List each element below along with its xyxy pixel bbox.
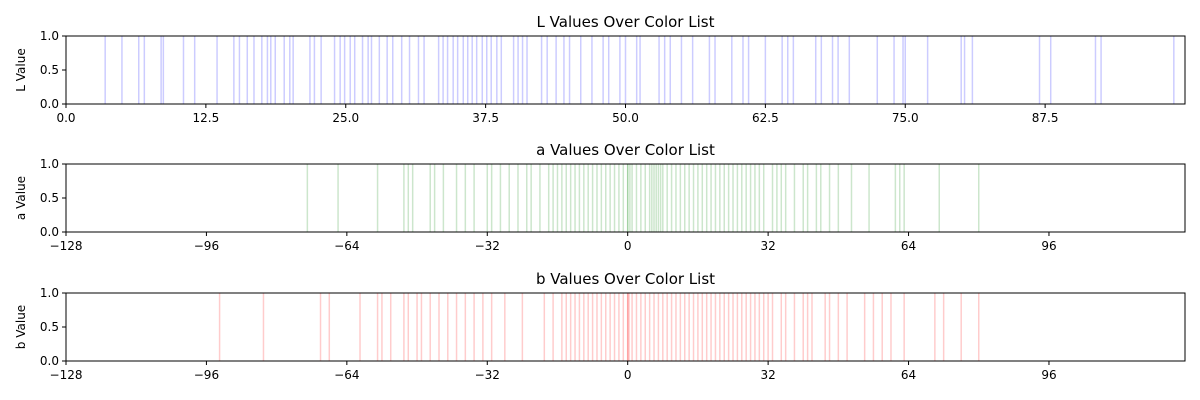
x-ticks: 0.0 12.5 25.0 37.5 50.0 62.5 75.0 87.5 [56, 104, 1058, 125]
x-tick-label: −32 [475, 368, 500, 382]
panel-a-values: a Values Over Color List a Value 0.0 0.5 1… [14, 141, 1186, 253]
y-axis-label: b Value [14, 305, 28, 349]
y-tick-label: 1.0 [40, 157, 59, 171]
x-tick-label: −64 [334, 368, 359, 382]
y-tick-label: 0.5 [40, 63, 59, 77]
x-tick-label: 75.0 [892, 111, 919, 125]
x-tick-label: 0.0 [56, 111, 75, 125]
x-tick-label: 0 [624, 239, 632, 253]
plot-frame [65, 163, 1186, 233]
x-tick-label: −128 [50, 368, 83, 382]
y-tick-label: 0.0 [40, 354, 59, 368]
panel-b-values: b Values Over Color List b Value 0.0 0.5 1… [14, 270, 1186, 382]
x-tick-label: 50.0 [612, 111, 639, 125]
chart-title: a Values Over Color List [536, 141, 715, 159]
x-tick-label: 37.5 [472, 111, 499, 125]
plot-frame [65, 292, 1186, 362]
plot-frame [65, 35, 1186, 105]
y-tick-label: 0.0 [40, 225, 59, 239]
chart-title: b Values Over Color List [536, 270, 715, 288]
x-tick-label: 96 [1041, 368, 1056, 382]
x-tick-label: −96 [194, 368, 219, 382]
rug-marks [306, 164, 980, 232]
x-tick-label: 32 [760, 368, 775, 382]
x-tick-label: 32 [760, 239, 775, 253]
x-ticks: −128 −96 −64 −32 0 32 64 96 [50, 232, 1057, 253]
x-tick-label: 12.5 [193, 111, 220, 125]
x-tick-label: −64 [334, 239, 359, 253]
panel-l-values: L Values Over Color List L Value 0.0 0.5 1… [14, 13, 1186, 125]
x-tick-label: 64 [901, 239, 916, 253]
rug-marks [104, 36, 1175, 104]
y-tick-label: 1.0 [40, 29, 59, 43]
y-tick-label: 0.5 [40, 320, 59, 334]
y-ticks: 0.0 0.5 1.0 [40, 286, 66, 368]
x-ticks: −128 −96 −64 −32 0 32 64 96 [50, 361, 1057, 382]
chart-title: L Values Over Color List [537, 13, 715, 31]
y-axis-label: a Value [14, 176, 28, 220]
y-tick-label: 0.5 [40, 191, 59, 205]
y-axis-label: L Value [14, 48, 28, 91]
x-tick-label: 25.0 [332, 111, 359, 125]
y-ticks: 0.0 0.5 1.0 [40, 157, 66, 239]
x-tick-label: 62.5 [752, 111, 779, 125]
y-tick-label: 1.0 [40, 286, 59, 300]
x-tick-label: 0 [624, 368, 632, 382]
x-tick-label: 96 [1041, 239, 1056, 253]
y-tick-label: 0.0 [40, 97, 59, 111]
x-tick-label: −32 [475, 239, 500, 253]
y-ticks: 0.0 0.5 1.0 [40, 29, 66, 111]
rug-marks [218, 293, 980, 361]
x-tick-label: 87.5 [1032, 111, 1059, 125]
x-tick-label: −96 [194, 239, 219, 253]
x-tick-label: −128 [50, 239, 83, 253]
x-tick-label: 64 [901, 368, 916, 382]
